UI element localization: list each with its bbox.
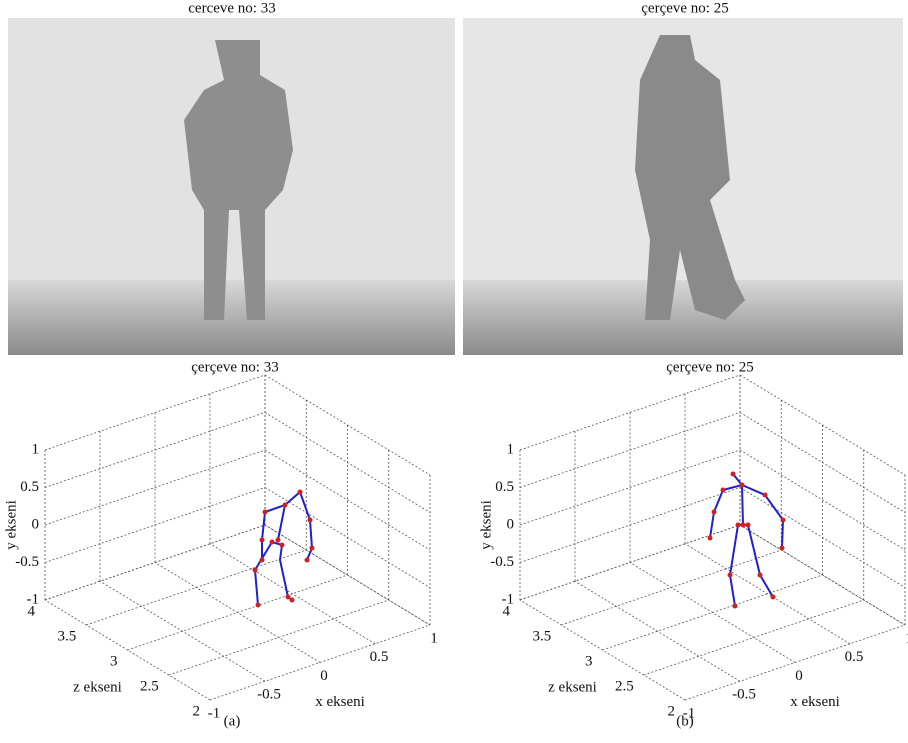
y-tick-label: -0.5 <box>490 554 514 570</box>
y-tick-label: -1 <box>502 591 515 607</box>
plot-title: çerçeve no: 33 <box>191 359 278 375</box>
z-tick-label: 2.5 <box>615 678 634 694</box>
z-tick-label: 4 <box>28 603 36 619</box>
image-title: cerceve no: 33 <box>188 0 275 16</box>
z-tick-label: 4 <box>503 603 511 619</box>
x-tick-label: -1 <box>683 705 696 721</box>
grid-line <box>684 624 906 701</box>
grid-line <box>643 599 864 676</box>
grid-line <box>561 549 782 626</box>
y-tick-label: 0 <box>32 516 40 532</box>
x-tick-label: 1 <box>430 630 438 646</box>
grid-line <box>168 599 389 676</box>
x-axis-label: x ekseni <box>315 694 365 710</box>
grid-line <box>127 574 348 651</box>
x-tick-label: 0 <box>795 668 803 684</box>
z-axis-label: z ekseni <box>73 679 122 695</box>
y-tick-label: 0 <box>507 516 515 532</box>
z-tick-label: 3.5 <box>58 628 77 644</box>
image-title: çerçeve no: 25 <box>641 0 728 16</box>
grid-line <box>44 374 266 451</box>
depth-image <box>8 18 455 355</box>
y-tick-label: 0.5 <box>20 479 39 495</box>
grid-line <box>519 412 741 488</box>
grid-line <box>44 449 266 526</box>
axes-3d <box>519 374 906 701</box>
grid-line <box>739 374 906 476</box>
grid-line <box>684 543 851 645</box>
skeleton <box>707 471 786 609</box>
grid-line <box>574 580 741 682</box>
y-tick-label: -1 <box>27 591 40 607</box>
y-axis-label: y ekseni <box>3 500 19 550</box>
y-axis-label: y ekseni <box>478 500 494 550</box>
grid-line <box>264 374 431 476</box>
z-axis-label: z ekseni <box>548 679 597 695</box>
z-tick-label: 3 <box>585 653 593 669</box>
grid-line <box>739 487 906 588</box>
grid-line <box>519 524 741 601</box>
grid-line <box>264 412 431 513</box>
x-tick-label: 0.5 <box>845 649 864 665</box>
x-tick-label: -0.5 <box>257 687 281 703</box>
x-tick-label: 1 <box>905 630 908 646</box>
grid-line <box>264 449 431 551</box>
y-tick-label: 0.5 <box>495 479 514 495</box>
grid-line <box>209 624 431 701</box>
grid-line <box>739 412 906 513</box>
grid-line <box>264 487 431 588</box>
y-tick-label: 1 <box>507 441 515 457</box>
x-axis-label: x ekseni <box>790 694 840 710</box>
grid-line <box>739 449 906 551</box>
caption: (b) <box>676 713 694 729</box>
z-tick-label: 2.5 <box>140 678 159 694</box>
z-tick-label: 3 <box>110 653 118 669</box>
grid-line <box>86 549 307 626</box>
axes-3d <box>44 374 431 701</box>
grid-line <box>44 524 266 601</box>
grid-line <box>44 412 266 488</box>
z-tick-label: 2 <box>668 703 676 719</box>
grid-line <box>44 487 266 563</box>
grid-line <box>99 580 266 682</box>
x-tick-label: -1 <box>208 705 221 721</box>
z-tick-label: 3.5 <box>533 628 552 644</box>
grid-line <box>519 374 741 451</box>
grid-line <box>739 524 906 626</box>
x-tick-label: 0 <box>320 668 328 684</box>
grid-line <box>519 449 741 526</box>
z-tick-label: 2 <box>193 703 201 719</box>
grid-line <box>209 543 376 645</box>
y-tick-label: -0.5 <box>15 554 39 570</box>
grid-line <box>519 487 741 563</box>
x-tick-label: -0.5 <box>732 687 756 703</box>
depth-image <box>463 18 903 355</box>
skeleton <box>252 489 315 608</box>
grid-line <box>602 574 823 651</box>
x-tick-label: 0.5 <box>370 649 389 665</box>
y-tick-label: 1 <box>32 441 40 457</box>
grid-line <box>264 524 431 626</box>
caption: (a) <box>224 713 241 729</box>
plot-title: çerçeve no: 25 <box>666 359 753 375</box>
